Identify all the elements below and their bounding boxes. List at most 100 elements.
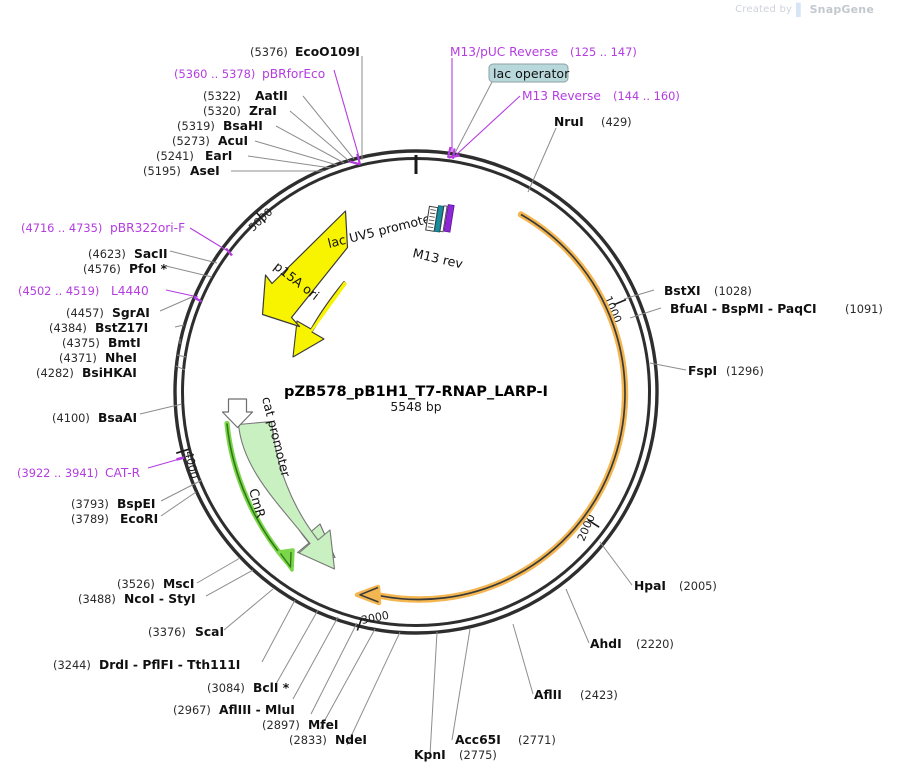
primer-label: M13/pUC Reverse bbox=[450, 45, 558, 59]
primer-range: (4716 .. 4735) bbox=[21, 221, 102, 235]
site-enzyme: HpaI bbox=[634, 579, 666, 593]
site-pos: (3789) bbox=[71, 512, 109, 526]
site-enzyme: BmtI bbox=[108, 336, 141, 350]
feature-cmr: CmR bbox=[224, 420, 336, 572]
site-enzyme: EcoO109I bbox=[295, 45, 360, 59]
site-pos: (1091) bbox=[845, 302, 883, 316]
site-enzyme: AflIII - MluI bbox=[219, 703, 295, 717]
ruler-tick-label: 3000 bbox=[360, 609, 390, 627]
site-enzyme: BstXI bbox=[664, 284, 701, 298]
site-pos: (4623) bbox=[88, 247, 126, 261]
site-pos: (3793) bbox=[71, 497, 109, 511]
site-pos: (3376) bbox=[148, 625, 186, 639]
primer-range: (5360 .. 5378) bbox=[174, 67, 255, 81]
orange-gene-arc bbox=[354, 211, 629, 606]
site-enzyme: KpnI bbox=[414, 748, 446, 762]
labels-bottom-left: (3526) MscI (3488) NcoI - StyI (3376) Sc… bbox=[53, 577, 367, 747]
site-enzyme: BsaHI bbox=[223, 119, 263, 133]
primer-label: CAT-R bbox=[105, 466, 141, 480]
primer-label: M13 Reverse bbox=[522, 89, 601, 103]
site-enzyme: Acc65I bbox=[455, 733, 501, 747]
site-pos: (4371) bbox=[59, 351, 97, 365]
site-pos: (2833) bbox=[289, 733, 327, 747]
feature-label-lac-operator: lac operator bbox=[493, 66, 570, 81]
site-pos: (5241) bbox=[156, 149, 194, 163]
site-pos: (4457) bbox=[66, 306, 104, 320]
primer-range: (125 .. 147) bbox=[570, 45, 637, 59]
site-enzyme: NcoI - StyI bbox=[124, 592, 196, 606]
feature-label-m13-rev: M13 rev bbox=[411, 245, 465, 271]
site-pos: (5322) bbox=[203, 89, 241, 103]
labels-right: BstXI (1028) BfuAI - BspMI - PaqCI (1091… bbox=[534, 284, 883, 702]
site-enzyme: ZraI bbox=[249, 104, 277, 118]
primer-range: (4502 .. 4519) bbox=[18, 284, 99, 298]
snapgene-watermark: Created by ▌ SnapGene bbox=[735, 3, 874, 16]
site-enzyme: BsaAI bbox=[98, 411, 137, 425]
site-pos: (2771) bbox=[518, 733, 556, 747]
site-pos: (5273) bbox=[172, 134, 210, 148]
site-enzyme: BstZ17I bbox=[95, 321, 148, 335]
site-enzyme: MfeI bbox=[308, 718, 339, 732]
site-enzyme: NruI bbox=[554, 115, 584, 129]
site-enzyme: DrdI - PflFI - Tth111I bbox=[99, 658, 240, 672]
site-pos: (4282) bbox=[36, 366, 74, 380]
site-enzyme: AhdI bbox=[590, 637, 622, 651]
site-pos: (4576) bbox=[83, 262, 121, 276]
site-pos: (2220) bbox=[636, 637, 674, 651]
leader-lines bbox=[139, 56, 687, 756]
site-enzyme: NheI bbox=[105, 351, 137, 365]
site-pos: (1296) bbox=[726, 364, 764, 378]
site-pos: (2775) bbox=[459, 748, 497, 762]
watermark-brand: SnapGene bbox=[809, 3, 874, 16]
labels-top-right: M13/pUC Reverse (125 .. 147) lac operato… bbox=[450, 45, 680, 129]
labels-top-left: (5376) EcoO109I (5360 .. 5378) pBRforEco… bbox=[143, 45, 360, 178]
ruler-tick-label: 4000 bbox=[182, 450, 201, 480]
site-enzyme: EcoRI bbox=[120, 512, 158, 526]
snapgene-leaf-icon: ▌ bbox=[796, 2, 806, 17]
labels-left: (4716 .. 4735) pBR322ori-F (4623) SacII … bbox=[17, 221, 185, 526]
site-pos: (5195) bbox=[143, 164, 181, 178]
site-enzyme: ScaI bbox=[195, 625, 224, 639]
plasmid-size: 5548 bp bbox=[390, 399, 441, 414]
site-enzyme: FspI bbox=[688, 364, 717, 378]
site-pos: (3526) bbox=[117, 577, 155, 591]
site-pos: (5319) bbox=[177, 119, 215, 133]
site-enzyme: BfuAI - BspMI - PaqCI bbox=[670, 302, 817, 316]
site-pos: (3084) bbox=[207, 681, 245, 695]
site-enzyme: PfoI * bbox=[129, 262, 168, 276]
site-enzyme: EarI bbox=[205, 149, 232, 163]
site-enzyme: MscI bbox=[163, 577, 194, 591]
site-enzyme: BspEI bbox=[117, 497, 155, 511]
primer-label: pBR322ori-F bbox=[110, 221, 185, 235]
plasmid-title: pZB578_pB1H1_T7-RNAP_LARP-I bbox=[284, 383, 548, 400]
site-enzyme: BsiHKAI bbox=[82, 366, 137, 380]
primer-label: pBRforEco bbox=[262, 67, 325, 81]
site-enzyme: NdeI bbox=[335, 733, 367, 747]
primer-label: L4440 bbox=[111, 284, 149, 298]
site-enzyme: AflII bbox=[534, 688, 562, 702]
site-pos: (4384) bbox=[49, 321, 87, 335]
site-enzyme: SacII bbox=[134, 247, 168, 261]
site-pos: (2897) bbox=[262, 718, 300, 732]
feature-p15a-ori: p15A ori bbox=[261, 210, 349, 358]
site-enzyme: AatII bbox=[255, 89, 288, 103]
site-enzyme: BclI * bbox=[253, 681, 290, 695]
site-pos: (2005) bbox=[679, 579, 717, 593]
site-pos: (2423) bbox=[580, 688, 618, 702]
site-pos: (2967) bbox=[173, 703, 211, 717]
site-pos: (3488) bbox=[78, 592, 116, 606]
site-pos: (4100) bbox=[52, 411, 90, 425]
site-enzyme: AseI bbox=[190, 164, 220, 178]
watermark-made-by: Created by bbox=[735, 4, 793, 15]
site-enzyme: AcuI bbox=[218, 134, 248, 148]
site-pos: (1028) bbox=[714, 284, 752, 298]
primer-range: (144 .. 160) bbox=[613, 89, 680, 103]
site-pos: (5376) bbox=[250, 45, 288, 59]
site-pos: (4375) bbox=[62, 336, 100, 350]
feature-cluster-top bbox=[425, 204, 455, 233]
labels-bottom: Acc65I (2771) KpnI (2775) bbox=[414, 733, 556, 762]
site-pos: (3244) bbox=[53, 658, 91, 672]
site-pos: (5320) bbox=[203, 104, 241, 118]
primer-range: (3922 .. 3941) bbox=[17, 466, 98, 480]
